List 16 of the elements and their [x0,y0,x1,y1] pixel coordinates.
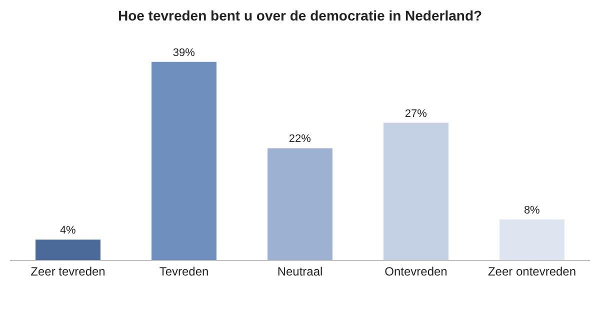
data-label: 39% [172,46,196,59]
chart-title: Hoe tevreden bent u over de democratie in Nederland? [118,8,482,24]
x-tick-label: Neutraal [277,264,323,278]
bar [384,122,448,260]
bar [152,62,216,260]
bar [268,148,332,260]
data-label: 8% [524,204,540,216]
data-label: 22% [288,133,312,146]
x-tick-label: Zeer ontevreden [488,264,576,278]
data-label: 27% [404,108,428,120]
x-tick-label: Tevreden [159,264,209,278]
x-tick-label: Ontevreden [384,264,448,278]
x-tick-label: Zeer tevreden [30,264,106,278]
data-label: 4% [60,224,76,237]
bar [36,240,100,260]
bar [500,219,564,260]
